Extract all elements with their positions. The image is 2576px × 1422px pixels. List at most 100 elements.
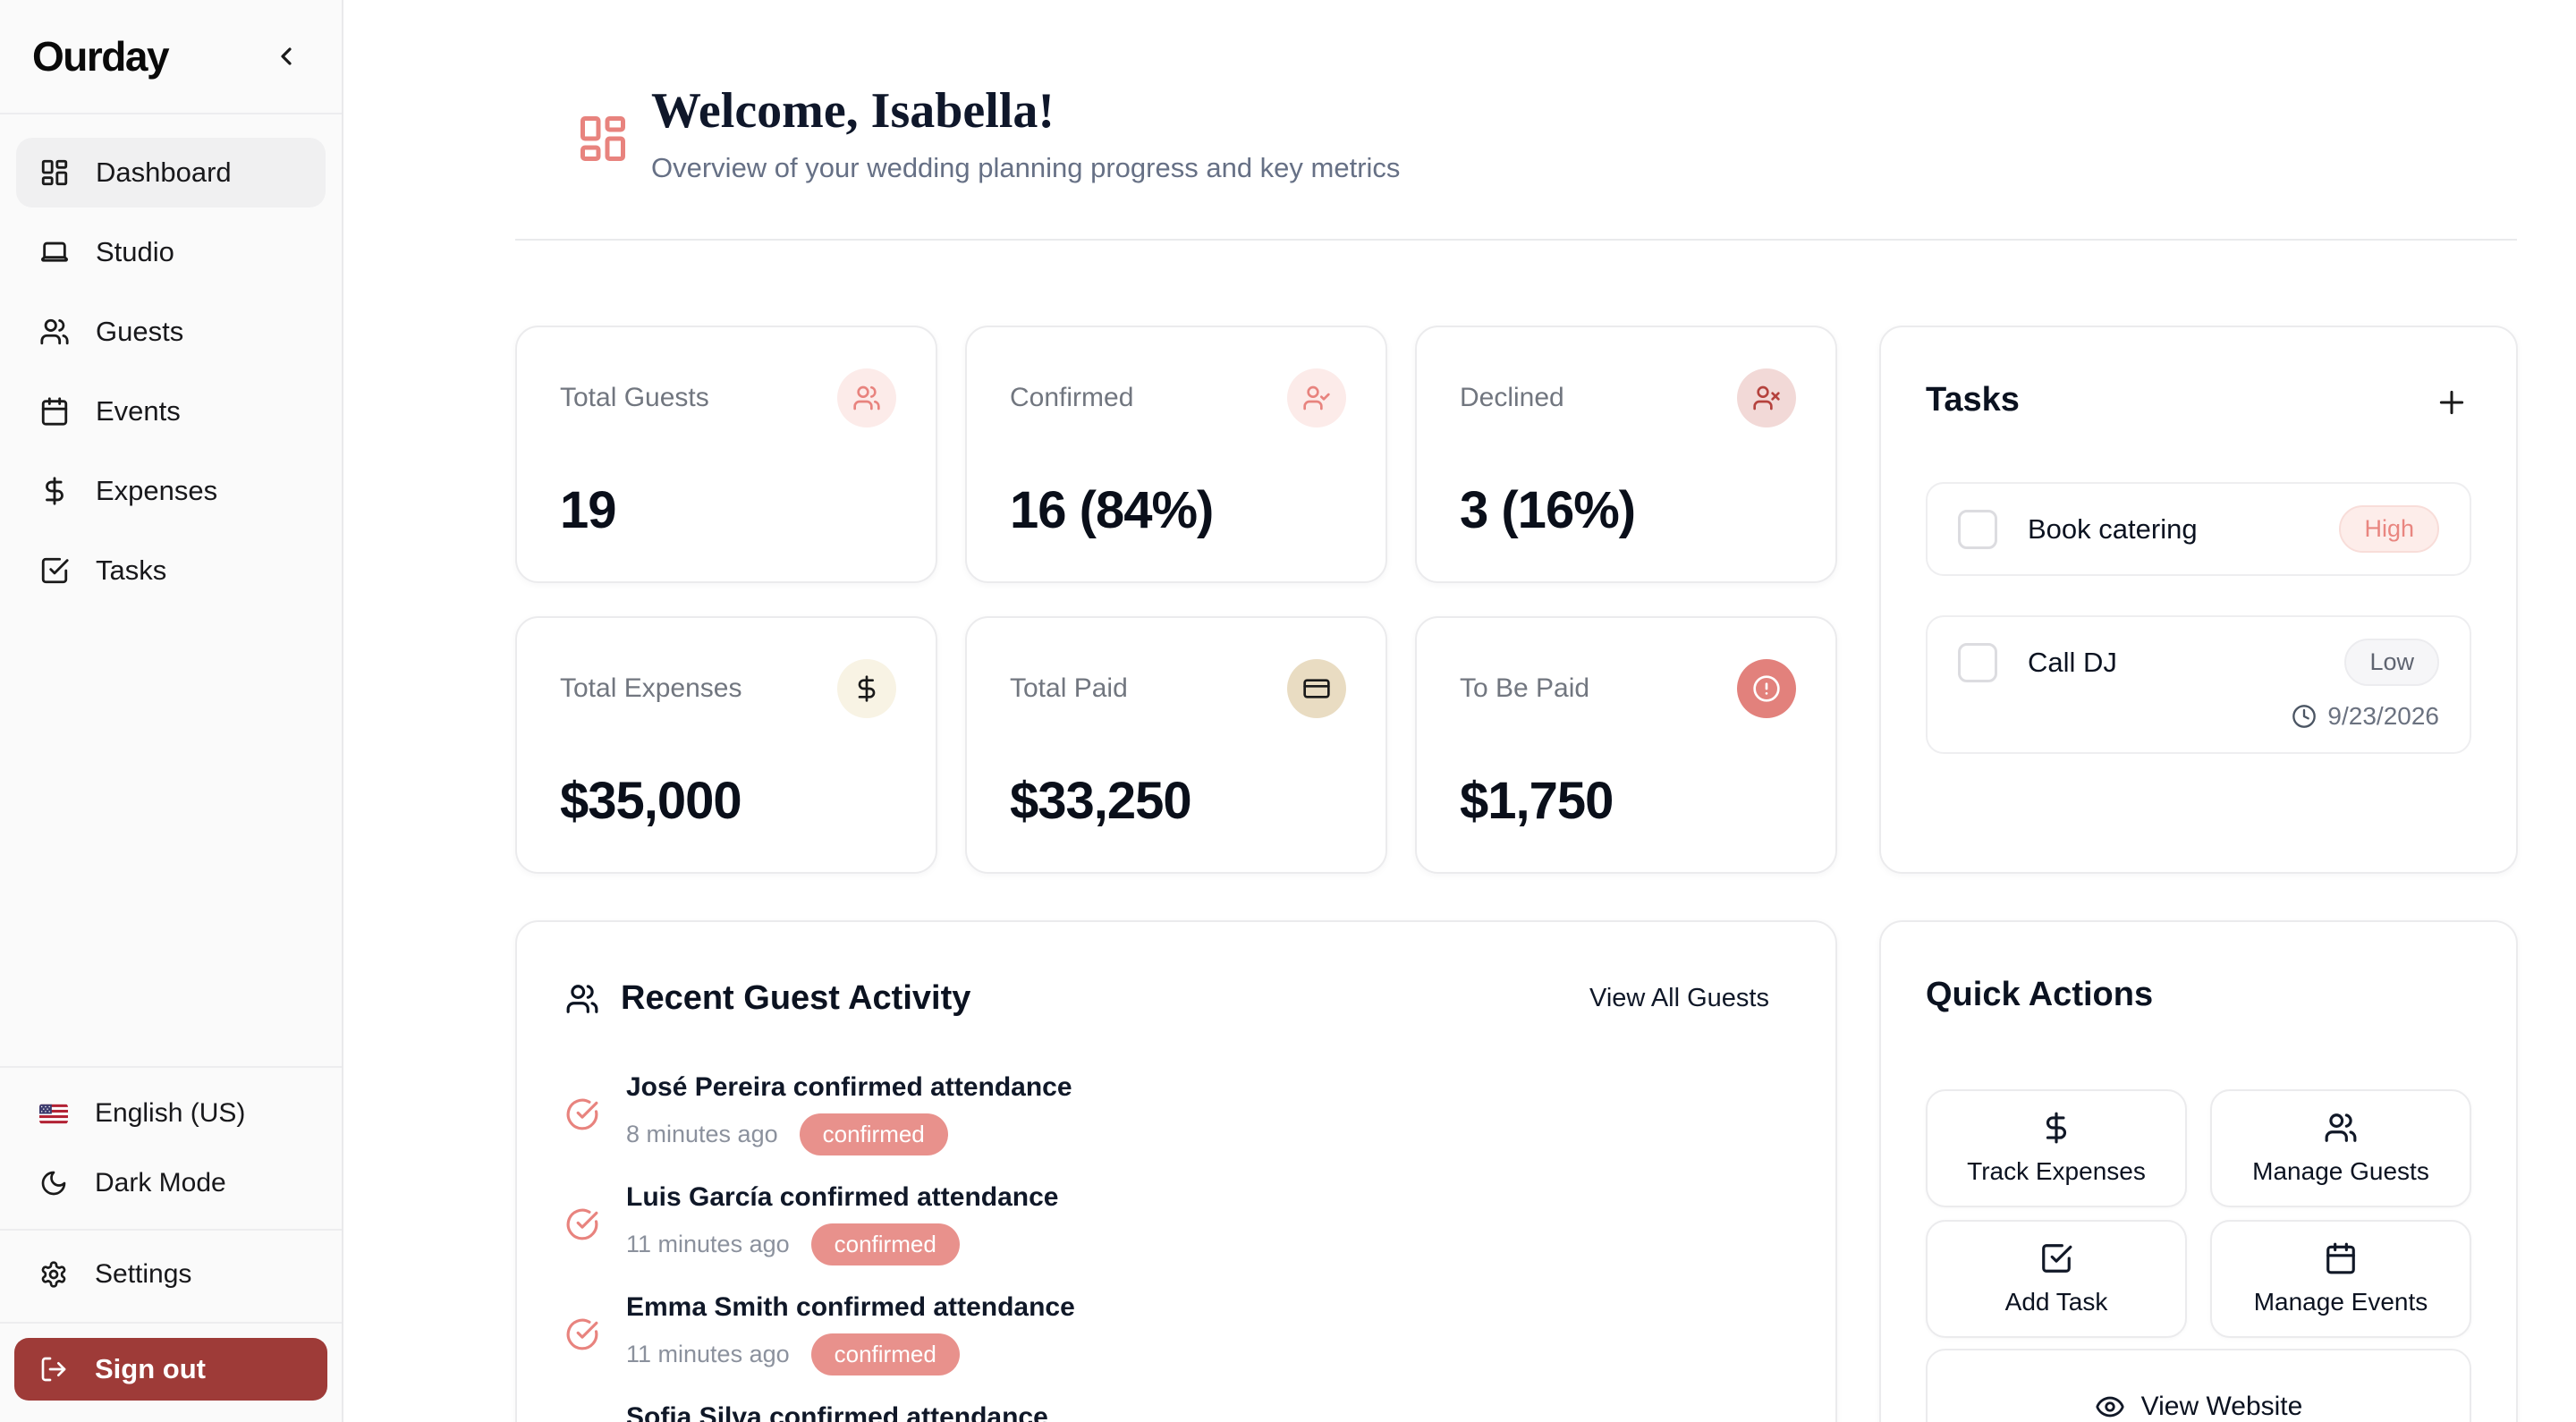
activity-item-time: 8 minutes ago bbox=[626, 1121, 778, 1147]
circle-check-icon bbox=[565, 1097, 599, 1131]
add-task-button[interactable] bbox=[2432, 383, 2471, 422]
sidebar-item-label: Tasks bbox=[96, 554, 167, 586]
dollar-sign-icon bbox=[837, 659, 896, 718]
task-label: Book catering bbox=[2028, 512, 2198, 545]
user-x-icon bbox=[1737, 368, 1796, 427]
main-content: Welcome, Isabella! Overview of your wedd… bbox=[345, 0, 2576, 1422]
user-check-icon bbox=[1287, 368, 1346, 427]
sidebar-item-expenses[interactable]: Expenses bbox=[16, 456, 326, 526]
quick-actions-grid: Track Expenses Manage Guests Add Task bbox=[1926, 1089, 2471, 1338]
task-checkbox[interactable] bbox=[1958, 509, 1997, 549]
sidebar-item-guests[interactable]: Guests bbox=[16, 297, 326, 367]
activity-item-time: 11 minutes ago bbox=[626, 1231, 790, 1257]
view-all-guests-link[interactable]: View All Guests bbox=[1589, 984, 1769, 1012]
sidebar-item-studio[interactable]: Studio bbox=[16, 217, 326, 287]
chevron-left-icon bbox=[272, 42, 301, 71]
activity-item-time: 11 minutes ago bbox=[626, 1341, 790, 1367]
sidebar-item-label: Dashboard bbox=[96, 157, 232, 188]
divider bbox=[0, 1229, 342, 1231]
activity-item-title: Emma Smith confirmed attendance bbox=[626, 1292, 1075, 1322]
language-selector[interactable]: English (US) bbox=[16, 1079, 326, 1148]
credit-card-icon bbox=[1287, 659, 1346, 718]
moon-icon bbox=[39, 1169, 68, 1198]
log-out-icon bbox=[39, 1355, 68, 1384]
layout-dashboard-icon bbox=[576, 112, 630, 165]
stat-label: Declined bbox=[1460, 383, 1564, 412]
tasks-title: Tasks bbox=[1926, 381, 2020, 419]
activity-item: Luis García confirmed attendance 11 minu… bbox=[565, 1182, 1769, 1265]
app-logo: Ourday bbox=[32, 33, 170, 80]
activity-item: José Pereira confirmed attendance 8 minu… bbox=[565, 1072, 1769, 1155]
sidebar-item-label: Guests bbox=[96, 316, 184, 347]
sidebar-item-settings[interactable]: Settings bbox=[16, 1240, 326, 1309]
activity-item: Sofia Silva confirmed attendance 11 minu… bbox=[565, 1402, 1769, 1422]
laptop-icon bbox=[39, 237, 70, 267]
gear-icon bbox=[39, 1260, 68, 1289]
square-check-icon bbox=[2039, 1241, 2073, 1275]
task-label: Call DJ bbox=[2028, 646, 2117, 678]
dark-mode-toggle[interactable]: Dark Mode bbox=[16, 1148, 326, 1218]
stat-value: 19 bbox=[560, 481, 617, 539]
stat-value: $1,750 bbox=[1460, 772, 1614, 830]
stat-label: Total Expenses bbox=[560, 673, 742, 703]
manage-guests-button[interactable]: Manage Guests bbox=[2210, 1089, 2471, 1207]
stat-card-declined: Declined 3 (16%) bbox=[1415, 326, 1837, 583]
users-icon bbox=[565, 982, 599, 1016]
layout-dashboard-icon bbox=[39, 157, 70, 188]
settings-label: Settings bbox=[95, 1259, 192, 1289]
calendar-icon bbox=[39, 396, 70, 427]
recent-guest-activity-panel: Recent Guest Activity View All Guests Jo… bbox=[515, 920, 1837, 1422]
task-checkbox[interactable] bbox=[1958, 642, 1997, 682]
users-icon bbox=[39, 317, 70, 347]
sidebar-footer: English (US) Dark Mode Settings bbox=[0, 1066, 342, 1401]
stat-label: Total Paid bbox=[1010, 673, 1128, 703]
quick-action-label: Manage Events bbox=[2253, 1288, 2428, 1316]
dark-mode-label: Dark Mode bbox=[95, 1168, 226, 1198]
task-item: Book catering High bbox=[1926, 482, 2471, 576]
view-website-button[interactable]: View Website bbox=[1926, 1349, 2471, 1422]
sidebar-item-label: Expenses bbox=[96, 475, 218, 506]
activity-item-title: Luis García confirmed attendance bbox=[626, 1182, 1059, 1212]
task-item: Call DJ Low 9/23/2026 bbox=[1926, 615, 2471, 754]
clock-icon bbox=[2292, 704, 2317, 729]
stat-label: Total Guests bbox=[560, 383, 709, 412]
users-icon bbox=[2324, 1111, 2358, 1145]
status-badge: confirmed bbox=[799, 1113, 948, 1155]
stats-grid: Total Guests 19 Confirmed 16 (84%) Decli… bbox=[515, 326, 1837, 874]
activity-item-title: Sofia Silva confirmed attendance bbox=[626, 1402, 1048, 1422]
track-expenses-button[interactable]: Track Expenses bbox=[1926, 1089, 2187, 1207]
circle-alert-icon bbox=[1737, 659, 1796, 718]
priority-badge: High bbox=[2339, 505, 2439, 553]
activity-title: Recent Guest Activity bbox=[621, 979, 971, 1017]
sidebar-item-dashboard[interactable]: Dashboard bbox=[16, 138, 326, 207]
status-badge: confirmed bbox=[810, 1223, 960, 1265]
task-list: Book catering High Call DJ Low bbox=[1926, 482, 2471, 754]
quick-actions-panel: Quick Actions Track Expenses Manage Gues… bbox=[1879, 920, 2518, 1422]
dollar-sign-icon bbox=[39, 476, 70, 506]
stat-value: 3 (16%) bbox=[1460, 481, 1636, 539]
circle-check-icon bbox=[565, 1207, 599, 1241]
dollar-sign-icon bbox=[2039, 1111, 2073, 1145]
status-badge: confirmed bbox=[810, 1333, 960, 1375]
stat-label: To Be Paid bbox=[1460, 673, 1590, 703]
stat-card-total-guests: Total Guests 19 bbox=[515, 326, 937, 583]
sidebar-item-tasks[interactable]: Tasks bbox=[16, 536, 326, 605]
stat-card-to-be-paid: To Be Paid $1,750 bbox=[1415, 616, 1837, 874]
sign-out-button[interactable]: Sign out bbox=[14, 1338, 327, 1401]
users-icon bbox=[837, 368, 896, 427]
add-task-quick-button[interactable]: Add Task bbox=[1926, 1220, 2187, 1338]
stat-card-total-paid: Total Paid $33,250 bbox=[965, 616, 1387, 874]
circle-check-icon bbox=[565, 1317, 599, 1351]
divider bbox=[515, 239, 2517, 241]
page-subtitle: Overview of your wedding planning progre… bbox=[651, 152, 1401, 183]
manage-events-button[interactable]: Manage Events bbox=[2210, 1220, 2471, 1338]
quick-action-label: Manage Guests bbox=[2252, 1157, 2429, 1185]
task-due-date: 9/23/2026 bbox=[2327, 702, 2439, 730]
sidebar: Ourday Dashboard Studio bbox=[0, 0, 343, 1422]
sidebar-collapse-button[interactable] bbox=[261, 31, 311, 81]
plus-icon bbox=[2434, 385, 2470, 420]
stat-value: $33,250 bbox=[1010, 772, 1192, 830]
sidebar-item-events[interactable]: Events bbox=[16, 377, 326, 446]
sidebar-item-label: Studio bbox=[96, 236, 174, 267]
